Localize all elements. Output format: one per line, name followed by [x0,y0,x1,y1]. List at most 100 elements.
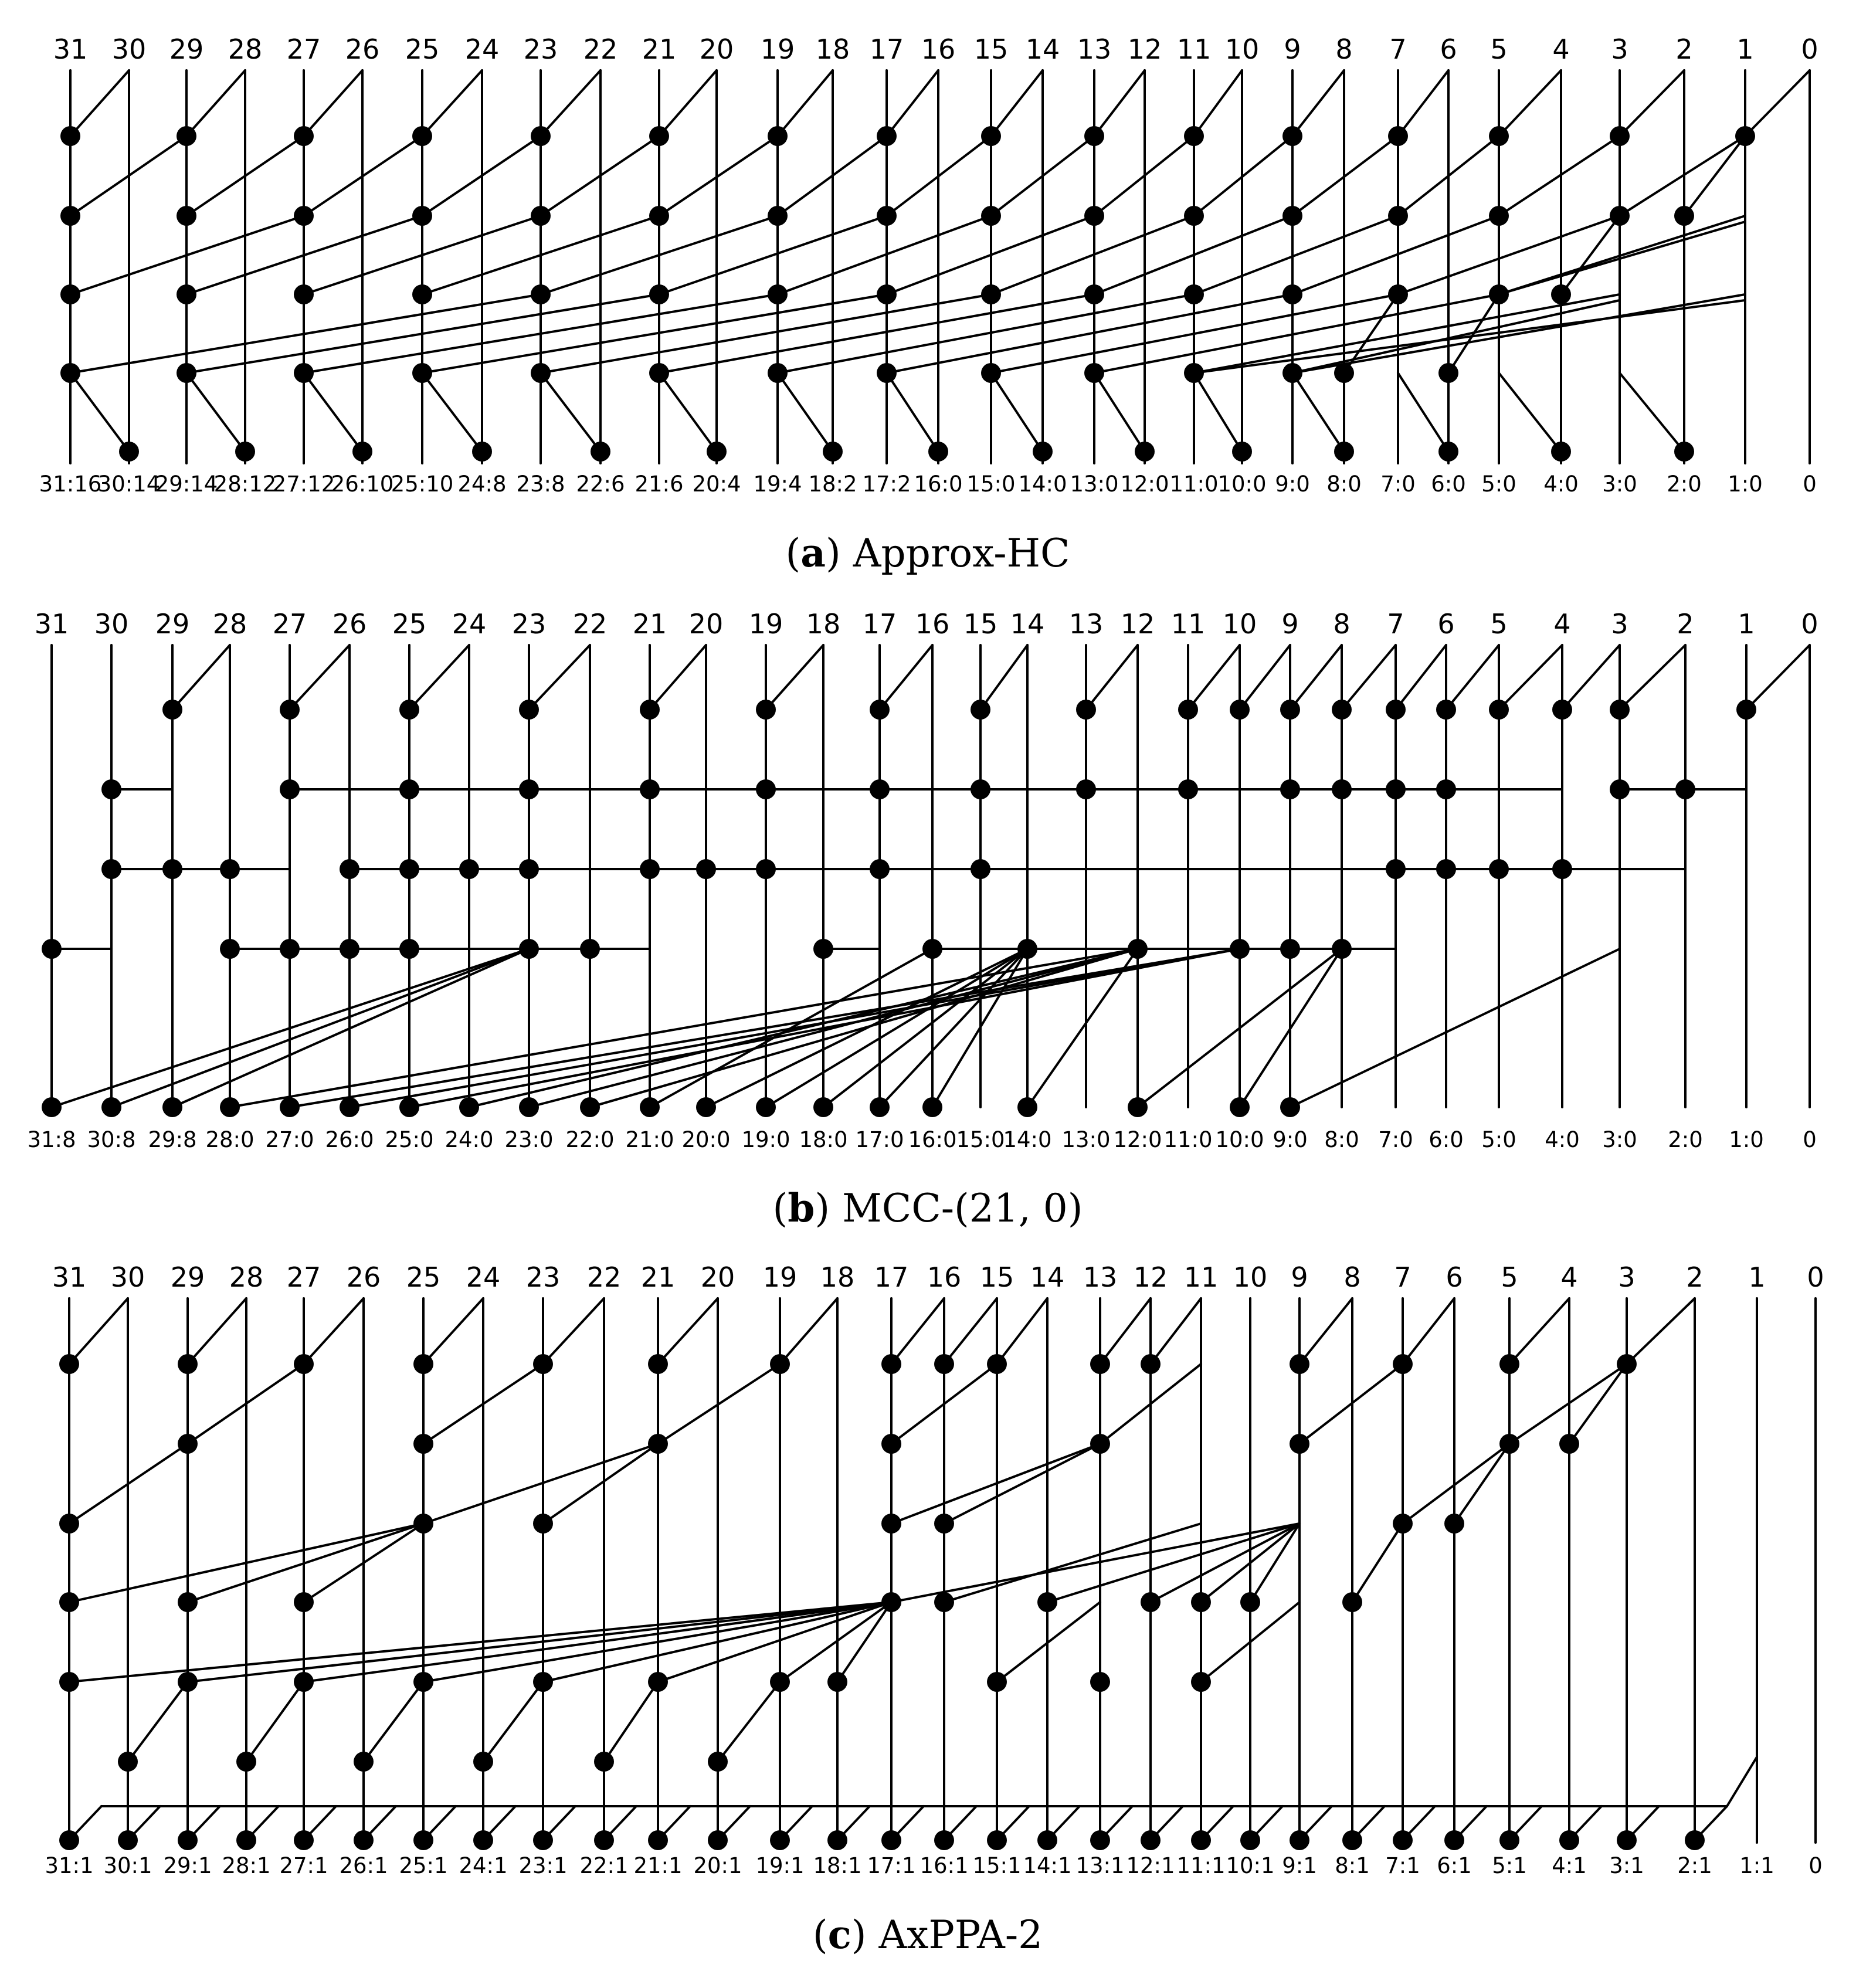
prefix-operator-node [1290,1830,1309,1850]
prefix-operator-node [756,1097,776,1117]
input-bit-label: 19 [749,608,783,640]
output-prefix-label: 21:1 [633,1853,682,1878]
input-bit-label: 12 [1134,1261,1168,1293]
output-labels: 31:1 30:1 29:1 28:1 27:1 26:1 25:1 24:1 23:1 22:1… [45,1853,1822,1878]
output-prefix-label: 26:0 [325,1127,374,1152]
input-bit-label: 19 [761,33,795,65]
output-prefix-label: 30:1 [103,1853,152,1878]
prefix-operator-node [294,1672,314,1692]
prefix-operator-node [987,1672,1007,1692]
prefix-edge [1289,948,1621,1108]
output-prefix-label: 20:1 [693,1853,742,1878]
input-labels: 31 30 29 28 27 26 25 24 23 22 21 20 19 18 17 16 15 14 13 12… [52,1261,1824,1293]
prefix-operator-node [399,1097,419,1117]
prefix-operator-node [1178,700,1198,720]
prefix-operator-node [827,1672,847,1692]
output-prefix-label: 20:0 [681,1127,730,1152]
prefix-operator-node [971,859,990,879]
output-prefix-label: 2:0 [1668,1127,1703,1152]
prefix-operator-node [1230,939,1250,959]
prefix-operator-node [1141,1354,1161,1374]
prefix-operator-node [1282,126,1302,146]
input-bit-label: 28 [228,33,263,65]
prefix-operator-node [413,1354,433,1374]
input-bit-label: 15 [963,608,998,640]
prefix-operator-node [60,126,80,146]
prefix-operator-node [580,1097,600,1117]
output-prefix-label: 27:0 [265,1127,314,1152]
prefix-operator-node [1610,126,1630,146]
prefix-edge [542,1443,659,1525]
prefix-edge [303,293,779,374]
output-prefix-label: 14:0 [1018,471,1067,497]
operator-nodes [59,1354,1705,1850]
prefix-edge [1291,135,1399,217]
prefix-edge [1291,299,1621,374]
input-labels: 31 30 29 28 27 26 25 24 23 22 21 20 19 18 17 16 15 14 13 12… [35,608,1818,640]
prefix-edge [229,948,1139,1108]
prefix-edge [303,215,542,296]
input-bit-label: 4 [1553,608,1570,640]
prefix-edge [69,215,305,296]
prefix-operator-node [981,206,1001,226]
input-bit-label: 2 [1675,33,1692,65]
output-prefix-label: 1:0 [1728,471,1763,497]
prefix-edge [890,1297,945,1365]
input-bit-label: 23 [512,608,547,640]
input-bit-label: 16 [921,33,956,65]
prefix-operator-node [756,859,776,879]
input-bit-label: 10 [1223,608,1257,640]
input-bit-label: 8 [1333,608,1350,640]
input-bit-label: 5 [1501,1261,1518,1293]
prefix-edge [1099,1297,1152,1365]
prefix-edge [186,1363,305,1445]
output-prefix-label: 16:1 [919,1853,968,1878]
prefix-operator-node [922,1097,942,1117]
output-prefix-label: 21:0 [625,1127,674,1152]
prefix-operator-node [981,284,1001,304]
prefix-operator-node [870,700,890,720]
prefix-edge [885,135,992,217]
prefix-operator-node [60,206,80,226]
prefix-operator-node [756,779,776,799]
prefix-edge [303,69,364,137]
prefix-edge [289,948,1241,1108]
prefix-operator-node [768,363,788,383]
prefix-operator-node [1551,284,1571,304]
prefix-edge [1619,644,1687,711]
output-prefix-label: 25:1 [399,1853,447,1878]
prefix-operator-node [1230,1097,1250,1117]
prefix-edge [303,1522,425,1603]
prefix-edge [1394,644,1447,711]
output-prefix-label: 30:8 [87,1127,135,1152]
prefix-edge [1397,372,1450,453]
output-prefix-label: 12:0 [1113,1127,1162,1152]
prefix-operator-node [101,1097,121,1117]
prefix-edge [931,948,1029,1108]
output-prefix-label: 22:0 [565,1127,614,1152]
operator-nodes [60,126,1755,462]
prefix-operator-node [118,1752,138,1772]
prefix-operator-node [649,363,669,383]
panel-caption: (b) MCC-(21, 0) [773,1185,1083,1231]
prefix-operator-node [413,1434,433,1454]
prefix-operator-node [1499,1354,1519,1374]
prefix-operator-node [971,779,990,799]
output-prefix-label: 25:10 [391,471,454,497]
prefix-operator-node [1090,1672,1110,1692]
prefix-edge [127,1681,189,1763]
input-bit-label: 10 [1225,33,1260,65]
prefix-operator-node [60,363,80,383]
prefix-operator-node [399,939,419,959]
output-prefix-label: 4:0 [1543,471,1579,497]
prefix-edge [422,1601,893,1683]
prefix-operator-node [1135,442,1155,462]
prefix-edge [245,1681,305,1763]
prefix-edge [69,69,130,137]
prefix-operator-node [294,284,314,304]
output-prefix-label: 23:1 [518,1853,567,1878]
prefix-operator-node [413,1830,433,1850]
output-prefix-label: 26:10 [331,471,394,497]
prefix-edge [649,644,707,711]
input-bit-label: 12 [1128,33,1162,65]
